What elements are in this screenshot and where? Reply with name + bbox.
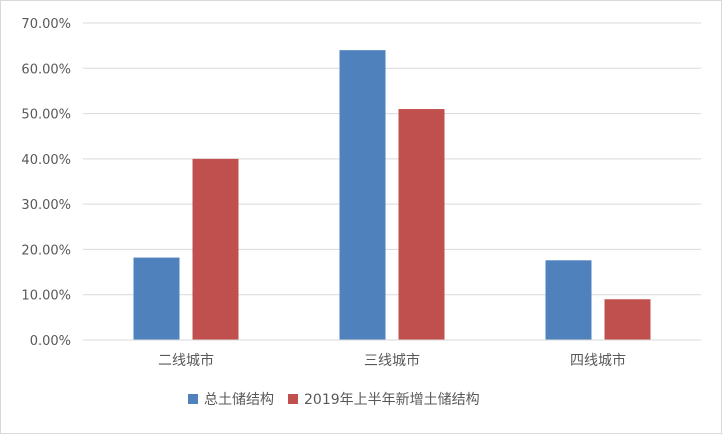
legend-label: 2019年上半年新增土储结构 xyxy=(304,392,480,408)
gridlines xyxy=(83,22,701,341)
y-tick-label: 70.00% xyxy=(21,17,71,32)
x-tick-label: 三线城市 xyxy=(364,352,420,369)
y-tick-label: 0.00% xyxy=(30,334,71,349)
y-tick-label: 30.00% xyxy=(21,198,71,213)
x-tick-label: 二线城市 xyxy=(158,352,214,369)
bars xyxy=(133,50,651,341)
legend-swatch xyxy=(288,394,298,404)
bar-total-2 xyxy=(545,260,592,340)
x-tick-label: 四线城市 xyxy=(570,352,626,369)
y-tick-label: 10.00% xyxy=(21,289,71,304)
legend: 总土储结构 2019年上半年新增土储结构 xyxy=(188,392,480,408)
legend-label: 总土储结构 xyxy=(204,392,274,408)
y-axis-ticks: 0.00% 10.00% 20.00% 30.00% 40.00% 50.00% 60.00… xyxy=(21,17,71,349)
y-tick-label: 60.00% xyxy=(21,62,71,77)
bar-new-2 xyxy=(604,299,651,340)
bar-new-1 xyxy=(398,109,445,341)
bar-total-1 xyxy=(339,50,386,341)
bar-new-0 xyxy=(192,158,239,340)
x-axis: 二线城市 三线城市 四线城市 xyxy=(83,339,701,369)
y-tick-label: 50.00% xyxy=(21,108,71,123)
y-tick-label: 40.00% xyxy=(21,153,71,168)
y-tick-label: 20.00% xyxy=(21,243,71,258)
legend-swatch xyxy=(188,394,198,404)
bar-total-0 xyxy=(133,257,180,340)
